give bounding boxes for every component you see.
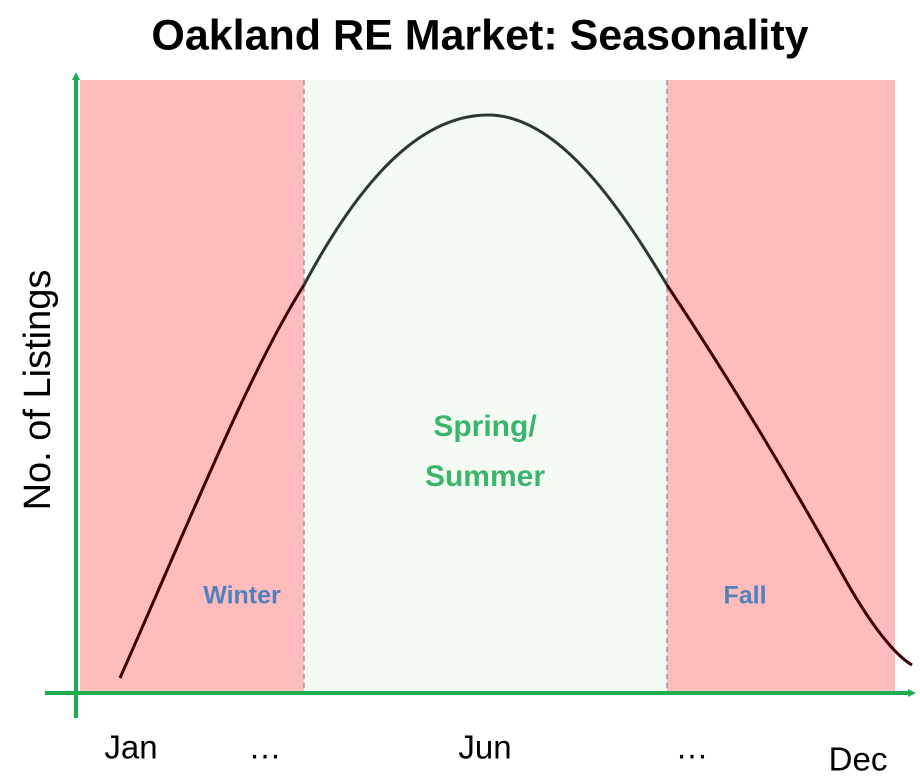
region-label: Spring/ — [433, 410, 537, 443]
curve — [665, 284, 913, 667]
title: Oakland RE Market: Seasonality — [151, 11, 808, 59]
spring-region — [304, 80, 667, 693]
x-label: Jan — [104, 729, 157, 766]
x-label: Jun — [458, 729, 511, 766]
region-label: Summer — [425, 460, 545, 493]
fall-region — [667, 80, 895, 693]
winter-region — [80, 80, 304, 693]
x-label: … — [249, 729, 282, 766]
region-label: Fall — [723, 582, 766, 610]
curve — [118, 284, 306, 679]
x-label: Dec — [829, 741, 888, 778]
curve — [302, 113, 669, 286]
y-axis-label: No. of Listings — [17, 270, 59, 511]
x-label: … — [676, 729, 709, 766]
region-label: Winter — [203, 582, 281, 610]
